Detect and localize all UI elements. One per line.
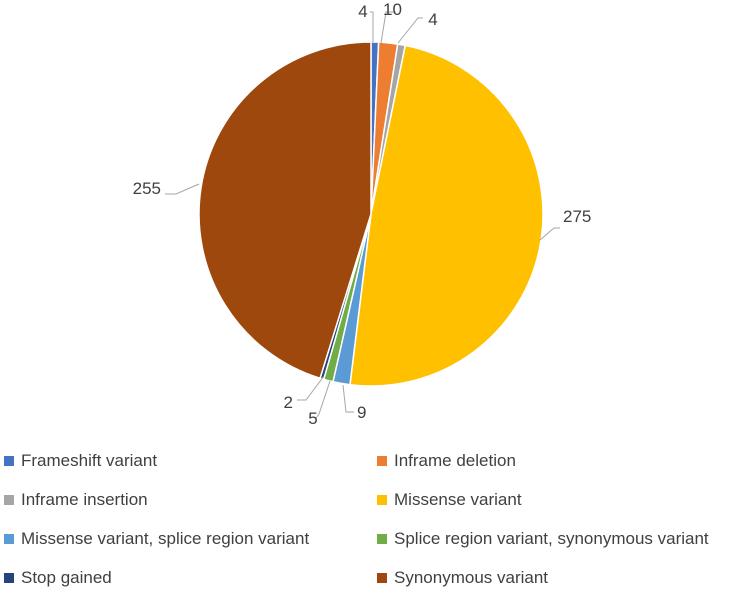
leader-line xyxy=(165,183,200,195)
pie-slice-missense-variant[interactable] xyxy=(349,44,544,387)
legend-swatch xyxy=(377,456,387,466)
leader-line xyxy=(342,384,354,413)
data-label: 4 xyxy=(358,2,367,21)
data-label: 4 xyxy=(428,10,437,29)
legend-label: Synonymous variant xyxy=(394,568,549,587)
legend-item[interactable]: Splice region variant, synonymous varian… xyxy=(377,528,709,550)
leader-line xyxy=(380,11,396,44)
legend-label: Missense variant xyxy=(394,490,522,509)
leader-line xyxy=(539,227,560,241)
legend-label: Splice region variant, synonymous varian… xyxy=(394,529,709,548)
legend-swatch xyxy=(377,495,387,505)
legend-label: Frameshift variant xyxy=(21,451,158,470)
legend-item[interactable]: Frameshift variant xyxy=(4,450,157,472)
legend-swatch xyxy=(4,456,14,466)
legend-swatch xyxy=(377,534,387,544)
legend-item[interactable]: Inframe insertion xyxy=(4,489,148,511)
data-label: 2 xyxy=(284,393,293,412)
data-label: 10 xyxy=(383,0,402,19)
leader-line xyxy=(315,380,331,419)
legend-swatch xyxy=(4,495,14,505)
legend-swatch xyxy=(4,534,14,544)
leader-line xyxy=(297,375,325,401)
data-label: 9 xyxy=(357,403,366,422)
legend-item[interactable]: Synonymous variant xyxy=(377,567,548,589)
leader-line xyxy=(370,11,374,43)
legend-label: Stop gained xyxy=(21,568,112,587)
legend-item[interactable]: Inframe deletion xyxy=(377,450,516,472)
legend-swatch xyxy=(4,573,14,583)
legend-item[interactable]: Stop gained xyxy=(4,567,112,589)
leader-line xyxy=(397,17,423,44)
pie-slice-synonymous-variant[interactable] xyxy=(198,41,372,380)
legend-item[interactable]: Missense variant xyxy=(377,489,522,511)
legend-swatch xyxy=(377,573,387,583)
data-label: 275 xyxy=(563,207,591,226)
data-label: 5 xyxy=(308,409,317,428)
data-label: 255 xyxy=(133,179,161,198)
legend-item[interactable]: Missense variant, splice region variant xyxy=(4,528,309,550)
legend-label: Inframe insertion xyxy=(21,490,148,509)
legend-label: Inframe deletion xyxy=(394,451,516,470)
legend-label: Missense variant, splice region variant xyxy=(21,529,310,548)
